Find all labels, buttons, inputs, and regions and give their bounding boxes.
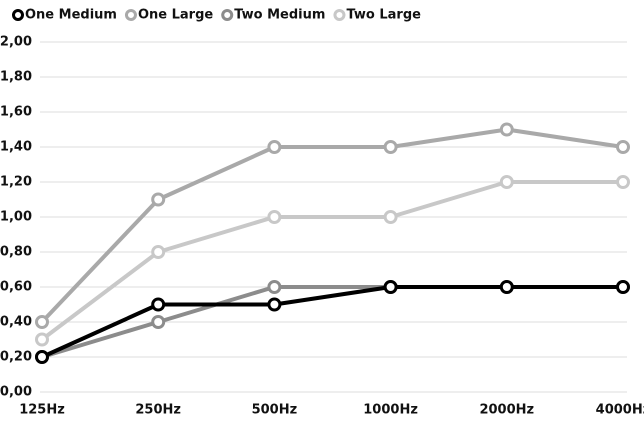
series-line <box>40 180 623 342</box>
y-tick-label: 0,40 <box>0 315 32 330</box>
point <box>383 140 398 154</box>
legend-label: One Medium <box>25 8 117 23</box>
y-tick-label: 1,20 <box>0 175 32 190</box>
point <box>383 280 398 294</box>
point <box>616 280 630 294</box>
legend-marker <box>124 9 137 21</box>
series-line <box>41 285 623 359</box>
point <box>499 122 514 137</box>
legend-marker <box>221 9 234 21</box>
y-tick-label: 0,20 <box>0 350 32 365</box>
point <box>35 332 49 347</box>
point <box>616 140 630 154</box>
y-tick-label: 1,00 <box>0 210 32 225</box>
point <box>151 315 166 329</box>
legend-label: Two Large <box>346 8 421 23</box>
x-tick-label: 250Hz <box>135 403 181 418</box>
y-tick-label: 1,80 <box>0 70 32 85</box>
legend-marker <box>12 9 24 21</box>
x-tick-label: 4000Hz <box>596 403 644 418</box>
y-tick-label: 0,80 <box>0 245 32 260</box>
y-tick-label: 0,60 <box>0 280 32 295</box>
point <box>35 315 49 329</box>
legend-label: One Large <box>138 8 213 23</box>
point <box>616 175 630 189</box>
legend-marker <box>333 9 346 21</box>
x-tick-label: 1000Hz <box>363 403 418 418</box>
point <box>267 210 282 224</box>
x-tick-label: 500Hz <box>252 403 298 418</box>
x-tick-label: 2000Hz <box>479 403 534 418</box>
point <box>151 245 166 259</box>
point <box>499 280 514 294</box>
x-tick-label: 125Hz <box>19 403 65 418</box>
series-line <box>40 127 624 324</box>
point <box>35 350 49 364</box>
point <box>383 210 398 224</box>
point <box>267 140 282 154</box>
y-tick-label: 1,60 <box>0 105 32 120</box>
point <box>267 297 282 312</box>
y-tick-label: 1,40 <box>0 140 32 155</box>
point <box>499 175 514 189</box>
legend-label: Two Medium <box>234 8 325 23</box>
point <box>267 280 282 294</box>
point <box>151 297 166 312</box>
point <box>151 192 166 207</box>
y-tick-label: 0,00 <box>0 385 32 400</box>
y-tick-label: 2,00 <box>0 35 32 50</box>
